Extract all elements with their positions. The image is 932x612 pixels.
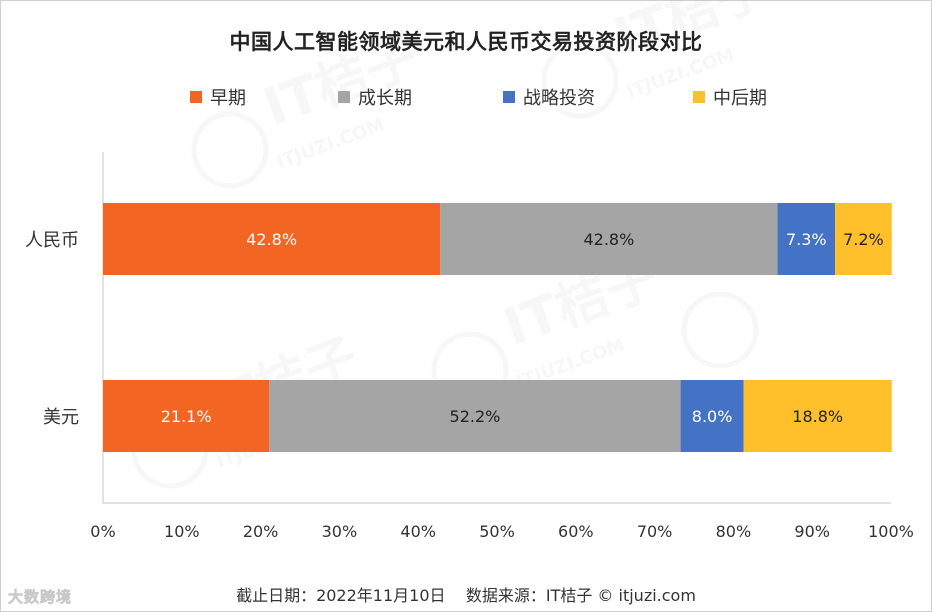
x-tick-label: 50% [479, 522, 515, 541]
data-label: 52.2% [450, 407, 501, 426]
bar-segment-usd-s3 [743, 380, 892, 452]
x-tick-label: 70% [637, 522, 673, 541]
bar-segment-rmb-s0 [103, 203, 441, 275]
x-tick-label: 80% [716, 522, 752, 541]
data-label: 8.0% [692, 407, 733, 426]
legend-item-early: 早期 [190, 84, 246, 110]
x-tick-label: 100% [868, 522, 914, 541]
legend-swatch-early [190, 91, 202, 103]
watermark-logo-ring [541, 41, 619, 119]
bar-segment-usd-s2 [680, 380, 744, 452]
bar-segment-rmb-s2 [777, 203, 836, 275]
bar-segment-rmb-s1 [440, 203, 778, 275]
x-tick-label: 30% [322, 522, 358, 541]
watermark-brand-text: IT桔子 [256, 28, 426, 139]
legend-swatch-growth [338, 91, 350, 103]
legend-swatch-strategic [503, 91, 515, 103]
x-tick-label: 40% [400, 522, 436, 541]
legend-label-growth: 成长期 [358, 88, 412, 109]
watermark-logo [681, 291, 759, 369]
data-label: 7.2% [843, 230, 884, 249]
data-label: 7.3% [786, 230, 827, 249]
watermark-logo: IT桔子 ITJUZI.COM [541, 0, 776, 119]
bar-segment-usd-s1 [269, 380, 681, 452]
bar-segment-usd-s0 [103, 380, 270, 452]
legend-item-strategic: 战略投资 [503, 84, 595, 110]
bar-segment-rmb-s3 [835, 203, 892, 275]
x-tick-label: 60% [558, 522, 594, 541]
x-tick-label: 10% [164, 522, 200, 541]
legend-label-strategic: 战略投资 [523, 88, 595, 109]
x-tick-label: 90% [794, 522, 830, 541]
legend-swatch-late [693, 91, 705, 103]
legend-label-late: 中后期 [713, 88, 767, 109]
legend-item-late: 中后期 [693, 84, 767, 110]
category-label: 人民币 [25, 230, 79, 251]
data-label: 18.8% [792, 407, 843, 426]
chart-legend: 早期 成长期 战略投资 中后期 [0, 84, 932, 110]
x-tick-layer: 0% 10% 20% 30% 40% 50% 60% 70% 80% 90% 100% [90, 522, 914, 541]
legend-label-early: 早期 [210, 88, 246, 109]
corner-watermark: 大数跨境 [8, 588, 73, 607]
data-label: 42.8% [583, 230, 634, 249]
watermark-logo-ring [191, 111, 269, 189]
watermark-logo-ring [681, 291, 759, 369]
x-tick-label: 0% [90, 522, 115, 541]
bar-layer: 42.8% 42.8% 7.3% 7.2% 21.1% 52.2% 8.0% 18.8% [103, 203, 892, 452]
data-label: 21.1% [161, 407, 212, 426]
legend-item-growth: 成长期 [338, 84, 412, 110]
watermark-logo: IT桔子 ITJUZI.COM [191, 28, 426, 189]
category-label: 美元 [43, 407, 79, 428]
x-tick-label: 20% [243, 522, 279, 541]
footer-source: 截止日期：2022年11月10日 数据来源：IT桔子 © itjuzi.com [236, 586, 696, 605]
data-label: 42.8% [246, 230, 297, 249]
chart-title: 中国人工智能领域美元和人民币交易投资阶段对比 [229, 30, 703, 54]
